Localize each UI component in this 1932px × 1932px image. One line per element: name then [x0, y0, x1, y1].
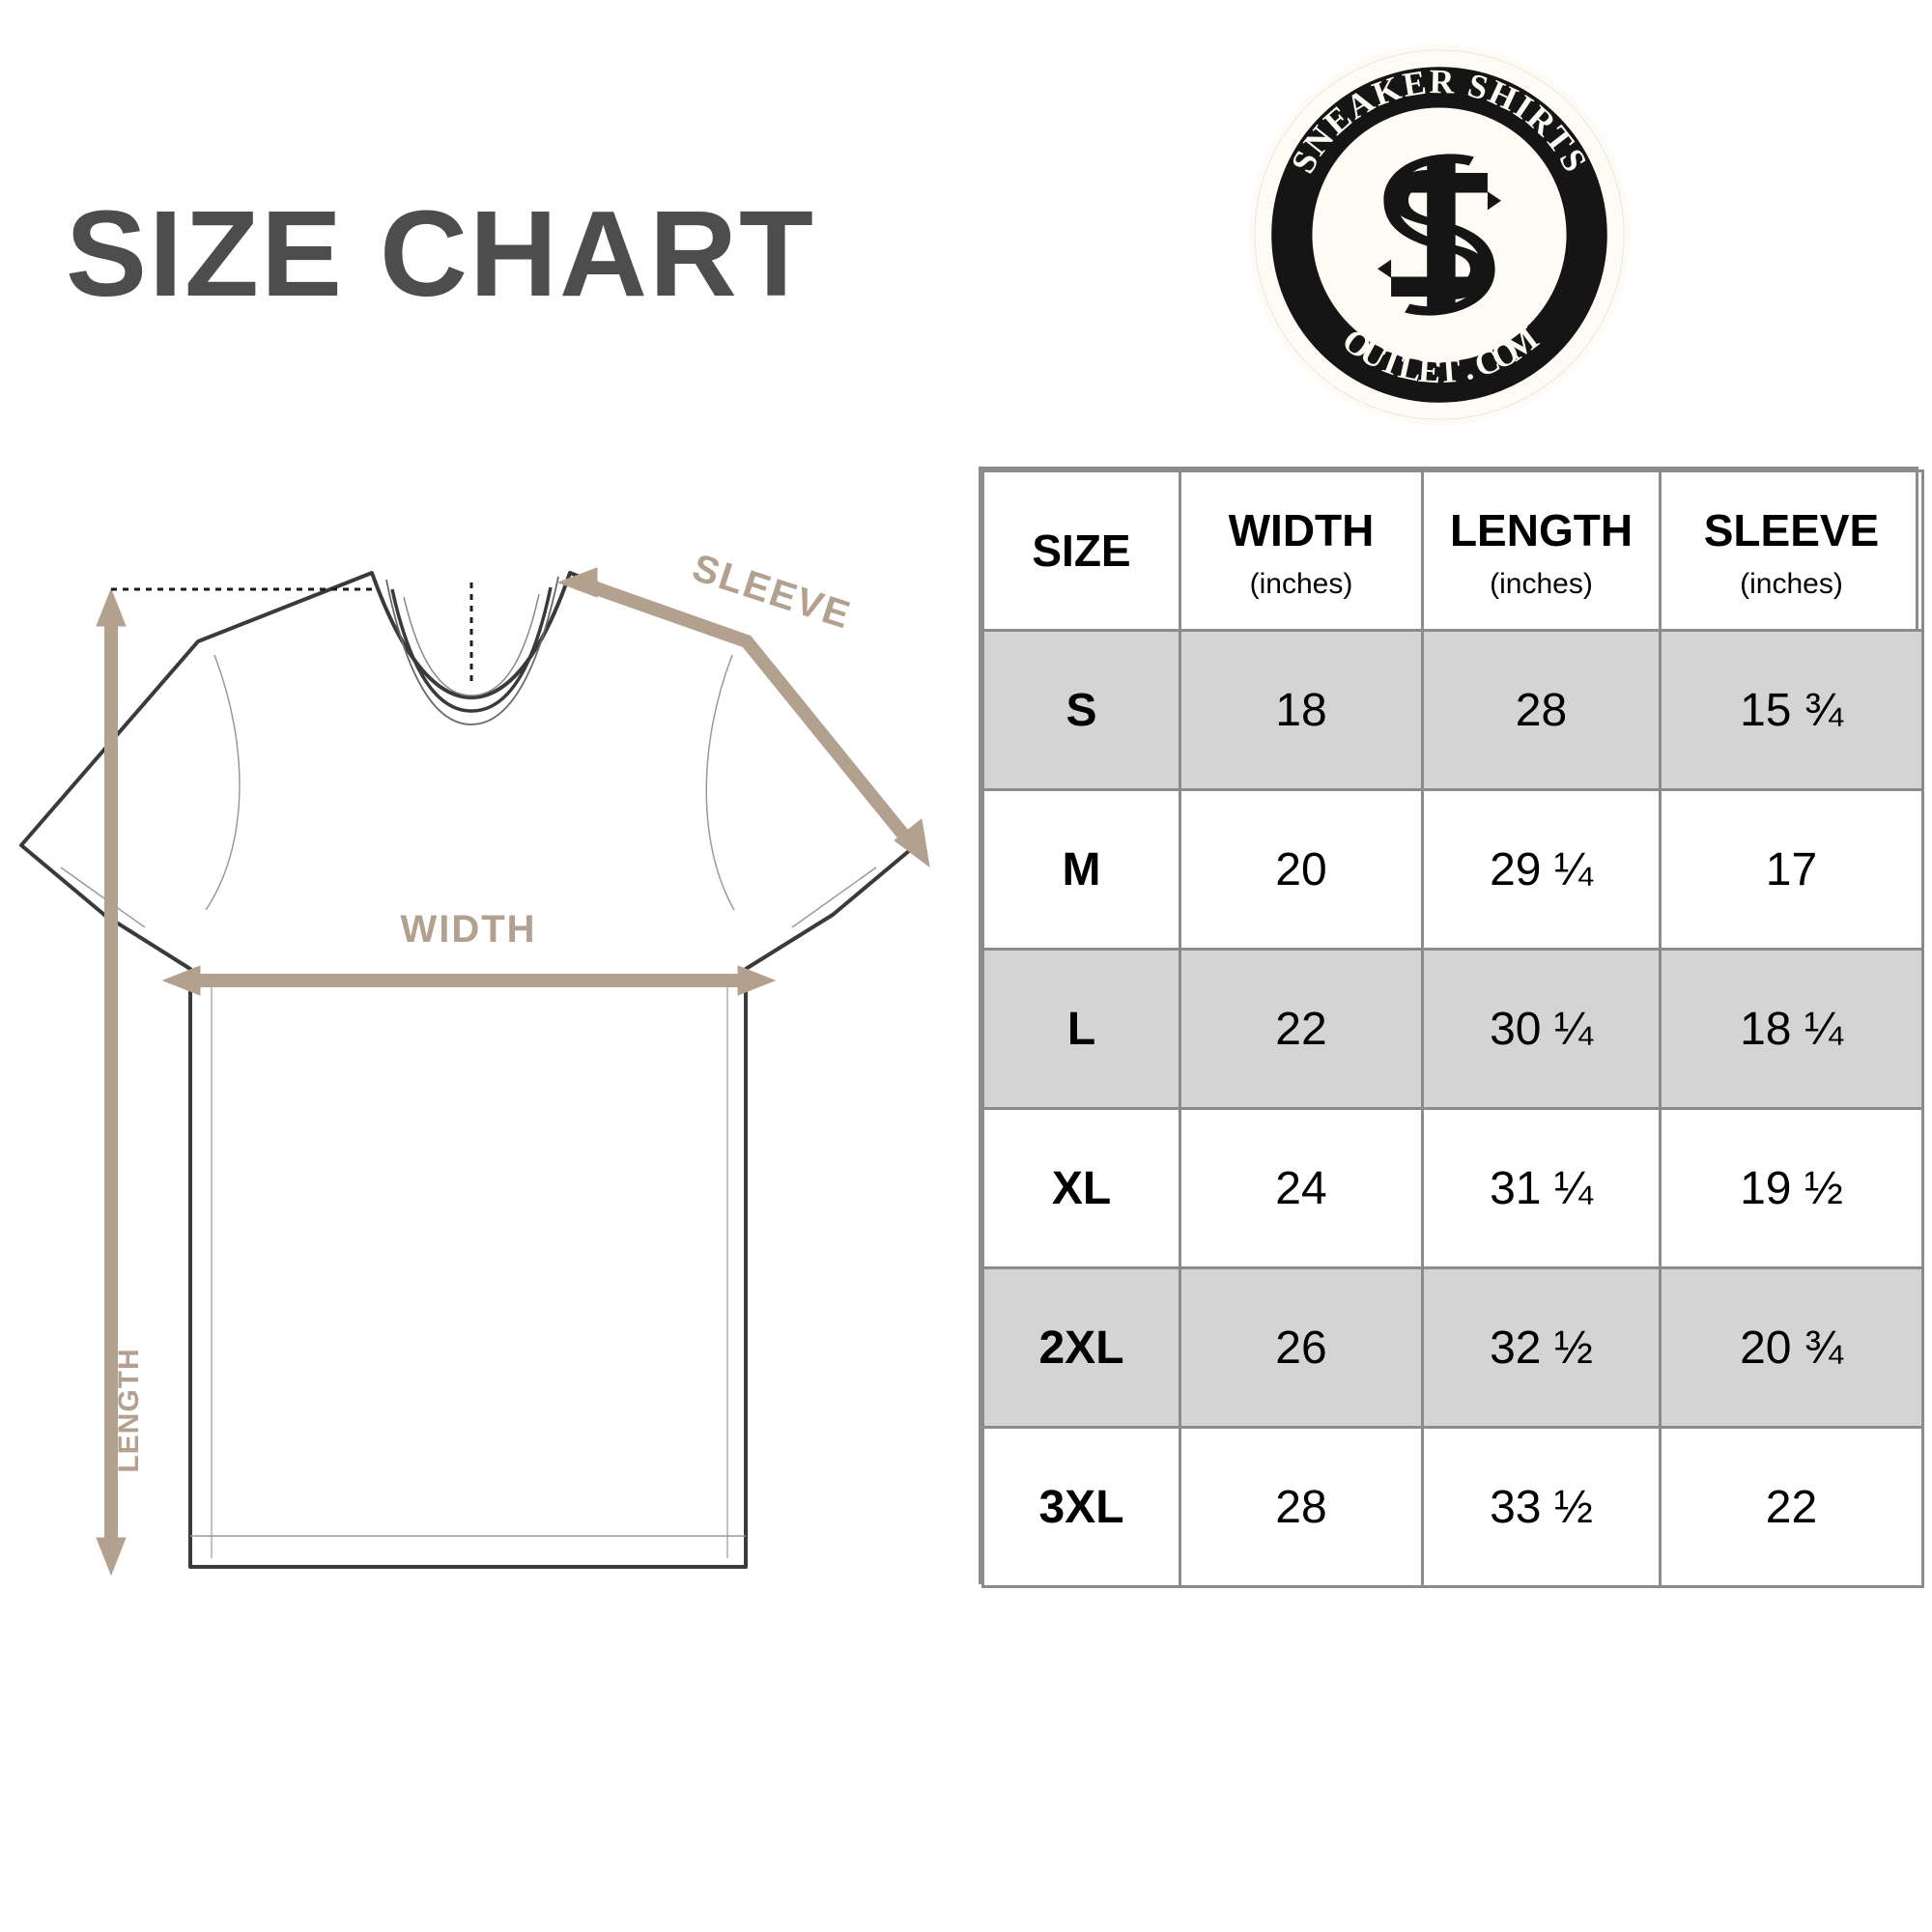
- svg-text:T: T: [1436, 353, 1462, 391]
- svg-text:WIDTH: WIDTH: [400, 908, 536, 951]
- svg-text:LENGTH: LENGTH: [113, 1348, 145, 1472]
